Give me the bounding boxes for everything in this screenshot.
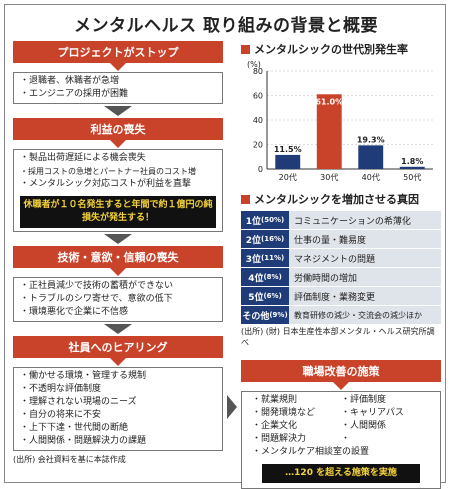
list-item: メンタルケア相談室の設置 [252,446,430,459]
page-title: メンタルヘルス 取り組みの背景と概要 [74,16,378,36]
page-frame: メンタルヘルス 取り組みの背景と概要 プロジェクトがストップ 退職者、休職者が急… [4,4,446,489]
causes-list: 1位 (50%) コミュニケーションの希薄化 2位 (16%) 仕事の量・難易度 3位(… [241,211,441,324]
section-box-improvement: 就業規則 評価制度 開発環境など キャリアパス 企業文化 人間関係 問題解決力 … [241,391,441,489]
x-tick-label: 20代 [279,172,297,182]
causes-heading: メンタルシックを増加させる真因 [241,191,441,207]
section-header-profit: 利益の喪失 [13,118,223,148]
list-item: 自分の将来に不安 [20,409,216,422]
bar [275,154,301,169]
data-label: 11.5% [274,145,302,154]
cause-row: 3位 (11%) マネジメントの問題 [241,249,441,267]
section-box-stop: 退職者、休職者が急増 エンジニアの採用が困難 [13,72,223,104]
list-item: エンジニアの採用が困難 [20,88,216,101]
list-item: 人間関係・問題解決力の課題 [20,435,216,448]
cause-row: その他 (9%) 教育研修の減少・交流会の減少ほか [241,306,441,324]
list-item: 評価制度 [341,394,430,407]
chart-heading: メンタルシックの世代別発生率 [241,41,441,57]
loss-callout: 休職者が１０名発生すると年間で約１億円の純損失が発生する！ [20,196,216,228]
x-tick-label: 50代 [403,172,421,182]
list-item: 製品出荷遅延による機会喪失 [20,152,216,165]
data-label: 1.8% [401,157,423,166]
y-tick-label: 60 [253,92,263,101]
section-header-hearing: 社員へのヒアリング [13,336,223,366]
down-arrow-icon [104,106,132,116]
x-tick-label: 30代 [320,172,338,182]
y-tick-label: 20 [253,141,263,150]
list-item: 上下下達・世代間の断絶 [20,422,216,435]
bar [358,145,384,169]
list-item: 不透明な評価制度 [20,383,216,396]
section-header-trust: 技術・意欲・信頼の喪失 [13,246,223,276]
x-tick-label: 40代 [362,172,380,182]
data-label: 61.0% [315,97,343,106]
list-item: 環境悪化で企業に不信感 [20,306,216,319]
causes-source-note: (出所) (財) 日本生産性本部メンタル・ヘルス研究所調べ [241,327,435,347]
right-arrow-icon [227,395,237,419]
list-item: 理解されない現場のニーズ [20,396,216,409]
section-header-improvement: 職場改善の施策 [241,360,441,390]
cause-row: 2位 (16%) 仕事の量・難易度 [241,230,441,248]
y-unit-label: (%) [247,60,261,69]
list-item: 働かせる環境・管理する規制 [20,370,216,383]
section-box-trust: 正社員減少で技術の蓄積ができない トラブルのシワ寄せで、意欲の低下 環境悪化で企… [13,277,223,322]
generation-bar-chart: (%) 0 20 40 60 80 11.5% 20代 61.0% 30代 19.3% 40代 1.8%… [247,60,433,182]
left-column: プロジェクトがストップ 退職者、休職者が急増 エンジニアの採用が困難 利益の喪失… [13,41,223,465]
y-tick-label: 40 [253,116,263,125]
list-item: 企業文化 [252,420,341,433]
list-item: 採用コストの急増とパートナー社員のコスト増 [20,165,216,178]
bar [399,166,425,169]
measures-callout: …120 を超える施策を実施 [262,464,420,483]
left-source-note: (出所) 会社資料を基に本誌作成 [13,455,126,464]
data-label: 19.3% [357,135,385,144]
cause-row: 4位 (8%) 労働時間の増加 [241,268,441,286]
list-item: メンタルシック対応コストが利益を直撃 [20,178,216,191]
down-arrow-icon [104,234,132,244]
section-box-profit: 製品出荷遅延による機会喪失 採用コストの急増とパートナー社員のコスト増 メンタル… [13,149,223,232]
list-item: 退職者、休職者が急増 [20,75,216,88]
bar [316,94,342,169]
right-column: メンタルシックの世代別発生率 (%) 0 20 40 60 80 11.5% 20代 61.0%… [241,41,441,489]
down-arrow-icon [104,324,132,334]
y-tick-label: 80 [253,67,263,76]
list-item: 正社員減少で技術の蓄積ができない [20,280,216,293]
list-item: 人間関係 [341,420,430,433]
list-item: キャリアパス [341,407,430,420]
cause-row: 5位 (6%) 評価制度・業務変更 [241,287,441,305]
list-item: 問題解決力 [252,433,341,446]
list-item: 開発環境など [252,407,341,420]
cause-row: 1位 (50%) コミュニケーションの希薄化 [241,211,441,229]
section-box-hearing: 働かせる環境・管理する規制 不透明な評価制度 理解されない現場のニーズ 自分の将… [13,367,223,451]
section-header-stop: プロジェクトがストップ [13,41,223,71]
y-tick-label: 0 [258,165,263,174]
list-item: トラブルのシワ寄せで、意欲の低下 [20,293,216,306]
list-item: 就業規則 [252,394,341,407]
